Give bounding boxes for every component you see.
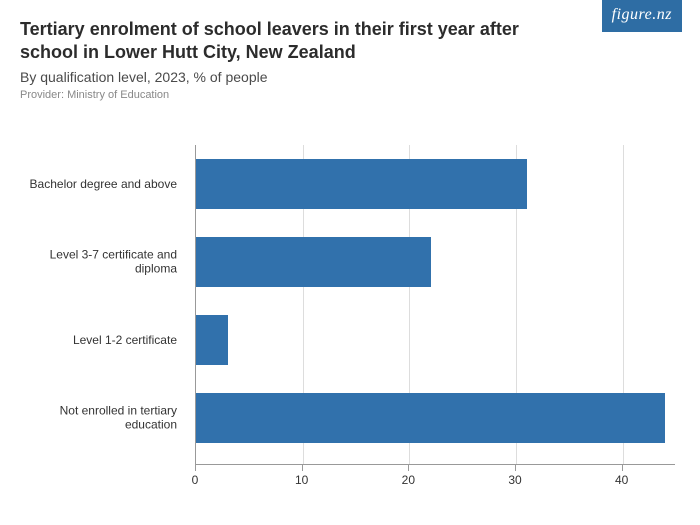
x-tick (622, 465, 623, 471)
y-category-label: Level 1-2 certificate (20, 333, 185, 347)
x-tick (408, 465, 409, 471)
figurenz-logo: figure.nz (602, 0, 682, 32)
x-axis: 0 10 20 30 40 (195, 465, 675, 495)
bar-row (196, 315, 228, 365)
y-category-label: Level 3-7 certificate and diploma (20, 248, 185, 277)
x-tick (515, 465, 516, 471)
bar-row (196, 237, 431, 287)
x-tick-label: 10 (295, 473, 308, 487)
chart-header: Tertiary enrolment of school leavers in … (0, 0, 700, 109)
chart-subtitle: By qualification level, 2023, % of peopl… (20, 69, 680, 85)
x-tick-label: 20 (402, 473, 415, 487)
x-tick-label: 0 (192, 473, 199, 487)
bar-row (196, 393, 665, 443)
bar (196, 237, 431, 287)
x-tick (195, 465, 196, 471)
x-tick (302, 465, 303, 471)
bar-row (196, 159, 527, 209)
logo-text: figure.nz (612, 6, 672, 23)
x-tick-label: 30 (508, 473, 521, 487)
chart-title: Tertiary enrolment of school leavers in … (20, 18, 580, 63)
y-category-label: Not enrolled in tertiary education (20, 404, 185, 433)
y-category-label: Bachelor degree and above (20, 177, 185, 191)
chart-area: Bachelor degree and above Level 3-7 certi… (20, 145, 680, 495)
x-tick-label: 40 (615, 473, 628, 487)
bar (196, 393, 665, 443)
bar (196, 315, 228, 365)
chart-provider: Provider: Ministry of Education (20, 89, 680, 101)
bar (196, 159, 527, 209)
plot-region (195, 145, 675, 465)
